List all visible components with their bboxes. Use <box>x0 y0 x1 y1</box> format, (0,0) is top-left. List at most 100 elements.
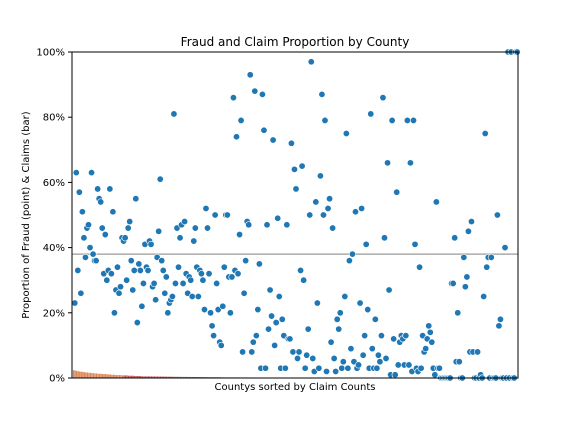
fraud-point <box>136 266 144 274</box>
fraud-point <box>432 198 440 206</box>
fraud-point <box>150 279 158 287</box>
fraud-point <box>211 211 219 219</box>
fraud-point <box>335 325 343 333</box>
y-tick-label: 80% <box>43 113 65 124</box>
claim-bar <box>82 371 84 378</box>
fraud-point <box>294 354 302 362</box>
claim-bar <box>130 375 133 378</box>
fraud-point <box>74 266 82 274</box>
claim-bar <box>97 373 99 378</box>
fraud-point <box>94 185 102 193</box>
fraud-point <box>101 231 109 239</box>
fraud-point <box>487 253 495 261</box>
fraud-point <box>281 364 289 372</box>
claim-bar <box>179 376 182 378</box>
fraud-point <box>220 263 228 271</box>
fraud-point <box>261 364 269 372</box>
claim-bar <box>114 374 116 378</box>
claim-bar <box>117 375 119 378</box>
claim-bar <box>158 376 160 378</box>
fraud-point <box>449 279 457 287</box>
claim-bar <box>178 376 180 378</box>
fraud-point <box>129 286 137 294</box>
claim-bar <box>134 376 136 378</box>
fraud-point <box>210 332 218 340</box>
claim-bar <box>112 374 114 378</box>
claim-bar <box>103 374 105 378</box>
claim-bar <box>88 372 90 378</box>
fraud-point <box>388 116 396 124</box>
fraud-point <box>352 208 360 216</box>
claim-bar <box>190 376 192 378</box>
fraud-point <box>481 130 489 138</box>
fraud-point <box>133 319 141 327</box>
fraud-point <box>197 270 205 278</box>
claim-bar <box>159 376 162 378</box>
claim-bar <box>152 376 154 378</box>
claim-bar <box>153 376 156 378</box>
claim-bar <box>175 376 177 378</box>
y-tick-label: 40% <box>43 243 65 254</box>
fraud-point <box>200 306 208 314</box>
fraud-point <box>175 263 183 271</box>
fraud-point <box>394 361 402 369</box>
fraud-point <box>368 345 376 353</box>
fraud-point <box>248 348 256 356</box>
fraud-point <box>371 315 379 323</box>
fraud-point <box>356 299 364 307</box>
fraud-point <box>336 309 344 317</box>
fraud-point <box>384 159 392 167</box>
fraud-point <box>306 211 314 219</box>
fraud-point <box>156 175 164 183</box>
fraud-point <box>417 364 425 372</box>
fraud-point <box>379 94 387 102</box>
fraud-point <box>232 133 240 141</box>
claim-bar <box>182 376 185 378</box>
claim-bar <box>138 376 140 378</box>
fraud-point <box>292 185 300 193</box>
fraud-point <box>81 253 89 261</box>
fraud-point <box>451 234 459 242</box>
fraud-point <box>191 224 199 232</box>
fraud-point <box>495 322 503 330</box>
fraud-point <box>242 257 250 265</box>
claim-bar <box>86 372 89 378</box>
fraud-point <box>467 218 475 226</box>
fraud-point <box>240 289 248 297</box>
fraud-point <box>493 211 501 219</box>
fraud-point <box>171 279 179 287</box>
claim-bar <box>163 376 165 378</box>
claim-bar <box>121 375 124 378</box>
fraud-point <box>161 289 169 297</box>
fraud-point <box>194 292 202 300</box>
fraud-point <box>411 240 419 248</box>
fraud-point <box>309 354 317 362</box>
fraud-point <box>205 270 213 278</box>
fraud-point <box>425 322 433 330</box>
fraud-point <box>168 292 176 300</box>
y-tick-label: 60% <box>43 178 65 189</box>
fraud-point <box>428 338 436 346</box>
chart-title: Fraud and Claim Proportion by County <box>181 35 410 49</box>
fraud-point <box>109 208 117 216</box>
fraud-point <box>385 286 393 294</box>
fraud-point <box>226 309 234 317</box>
fraud-point <box>324 204 332 212</box>
claim-bar <box>161 376 163 378</box>
claim-bar <box>80 371 82 378</box>
claim-bar <box>101 374 104 378</box>
fraud-point <box>213 279 221 287</box>
fraud-point <box>304 325 312 333</box>
fraud-point <box>217 341 225 349</box>
fraud-point <box>144 266 152 274</box>
fraud-point <box>254 306 262 314</box>
fraud-point <box>313 299 321 307</box>
fraud-point <box>307 58 315 66</box>
fraud-point <box>77 289 85 297</box>
claim-bar <box>176 376 179 378</box>
fraud-point <box>460 253 468 261</box>
claim-bar <box>74 370 76 378</box>
fraud-point <box>463 273 471 281</box>
claim-bar <box>83 372 85 378</box>
